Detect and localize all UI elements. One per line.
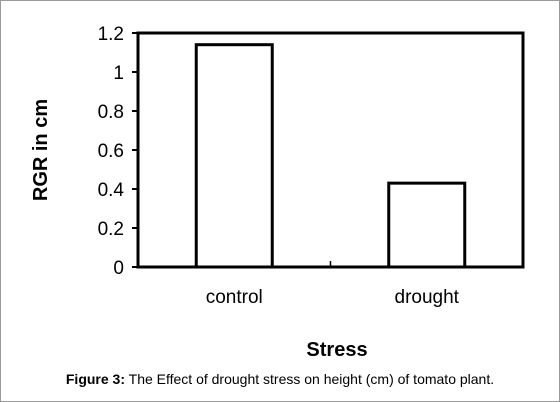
y-tick-label: 0.8 <box>98 102 124 123</box>
bar-chart: 0 0.2 0.4 0.6 0.8 1 1.2 control drought RGR in … <box>30 24 525 361</box>
x-category-label: control <box>206 287 263 308</box>
y-tick-label: 0 <box>113 258 124 279</box>
y-tick-label: 1.2 <box>98 24 124 45</box>
caption-text: The Effect of drought stress on height (… <box>128 371 495 387</box>
y-tick-label: 0.6 <box>98 141 124 162</box>
bar-control <box>194 43 274 269</box>
x-category-label: drought <box>395 287 460 308</box>
y-tick-label: 0.4 <box>98 180 125 201</box>
figure-label: Figure 3: <box>65 371 125 387</box>
y-axis-title: RGR in cm <box>30 99 52 201</box>
x-axis-title: Stress <box>306 339 367 361</box>
y-tick-label: 1 <box>113 63 124 84</box>
figure-caption: Figure 3: The Effect of drought stress o… <box>1 371 559 387</box>
y-tick-label: 0.2 <box>98 219 124 240</box>
bar-drought <box>387 181 467 269</box>
